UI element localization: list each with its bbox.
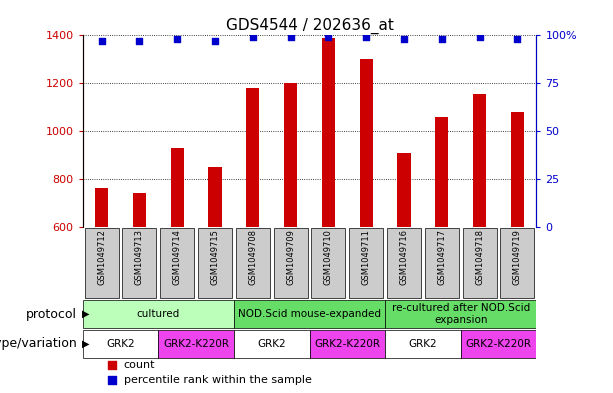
Text: GSM1049716: GSM1049716 <box>400 229 409 285</box>
FancyBboxPatch shape <box>234 330 310 358</box>
Bar <box>473 94 486 227</box>
Text: GSM1049713: GSM1049713 <box>135 229 144 285</box>
Text: ▶: ▶ <box>82 309 89 319</box>
FancyBboxPatch shape <box>198 228 232 298</box>
Text: GSM1049710: GSM1049710 <box>324 229 333 285</box>
Text: GSM1049715: GSM1049715 <box>210 229 219 285</box>
FancyBboxPatch shape <box>83 300 234 329</box>
Text: count: count <box>124 360 155 370</box>
Point <box>399 36 409 42</box>
Text: GSM1049709: GSM1049709 <box>286 229 295 285</box>
FancyBboxPatch shape <box>236 228 270 298</box>
Bar <box>170 148 184 227</box>
Text: GRK2-K220R: GRK2-K220R <box>163 339 229 349</box>
Text: GSM1049712: GSM1049712 <box>97 229 106 285</box>
Text: ▶: ▶ <box>82 339 89 349</box>
FancyBboxPatch shape <box>385 330 461 358</box>
FancyBboxPatch shape <box>234 300 385 329</box>
Text: genotype/variation: genotype/variation <box>0 338 77 351</box>
Bar <box>397 152 411 227</box>
Text: GSM1049708: GSM1049708 <box>248 229 257 285</box>
Point <box>286 34 295 40</box>
Text: protocol: protocol <box>26 308 77 321</box>
FancyBboxPatch shape <box>158 330 234 358</box>
FancyBboxPatch shape <box>385 300 536 329</box>
Bar <box>435 117 449 227</box>
Text: GSM1049714: GSM1049714 <box>173 229 182 285</box>
Text: re-cultured after NOD.Scid
expansion: re-cultured after NOD.Scid expansion <box>392 303 530 325</box>
Text: percentile rank within the sample: percentile rank within the sample <box>124 375 311 385</box>
FancyBboxPatch shape <box>123 228 156 298</box>
Text: NOD.Scid mouse-expanded: NOD.Scid mouse-expanded <box>238 309 381 319</box>
Point <box>437 36 447 42</box>
FancyBboxPatch shape <box>273 228 308 298</box>
Point <box>107 362 117 369</box>
Point <box>134 38 145 44</box>
Bar <box>208 167 222 227</box>
Bar <box>246 88 259 227</box>
FancyBboxPatch shape <box>461 330 536 358</box>
FancyBboxPatch shape <box>85 228 119 298</box>
Text: GRK2: GRK2 <box>409 339 437 349</box>
FancyBboxPatch shape <box>425 228 459 298</box>
FancyBboxPatch shape <box>463 228 497 298</box>
Text: GRK2-K220R: GRK2-K220R <box>465 339 531 349</box>
Point <box>361 34 371 40</box>
FancyBboxPatch shape <box>310 330 385 358</box>
Text: GSM1049711: GSM1049711 <box>362 229 371 285</box>
Text: GRK2: GRK2 <box>106 339 135 349</box>
Point <box>512 36 522 42</box>
Text: GSM1049718: GSM1049718 <box>475 229 484 285</box>
FancyBboxPatch shape <box>349 228 383 298</box>
Text: GRK2-K220R: GRK2-K220R <box>314 339 381 349</box>
Point <box>97 38 107 44</box>
FancyBboxPatch shape <box>160 228 194 298</box>
Text: cultured: cultured <box>137 309 180 319</box>
Bar <box>95 189 109 227</box>
Title: GDS4544 / 202636_at: GDS4544 / 202636_at <box>226 18 394 34</box>
Point <box>107 377 117 383</box>
Bar <box>511 112 524 227</box>
Point <box>475 34 485 40</box>
FancyBboxPatch shape <box>83 330 158 358</box>
Text: GRK2: GRK2 <box>257 339 286 349</box>
FancyBboxPatch shape <box>500 228 535 298</box>
Bar <box>322 38 335 227</box>
Text: GSM1049717: GSM1049717 <box>437 229 446 285</box>
Text: GSM1049719: GSM1049719 <box>513 229 522 285</box>
Bar <box>133 193 146 227</box>
FancyBboxPatch shape <box>311 228 346 298</box>
Bar <box>284 83 297 227</box>
Bar <box>360 59 373 227</box>
Point <box>248 34 257 40</box>
FancyBboxPatch shape <box>387 228 421 298</box>
Point <box>210 38 220 44</box>
Point <box>172 36 182 42</box>
Point <box>324 34 333 40</box>
